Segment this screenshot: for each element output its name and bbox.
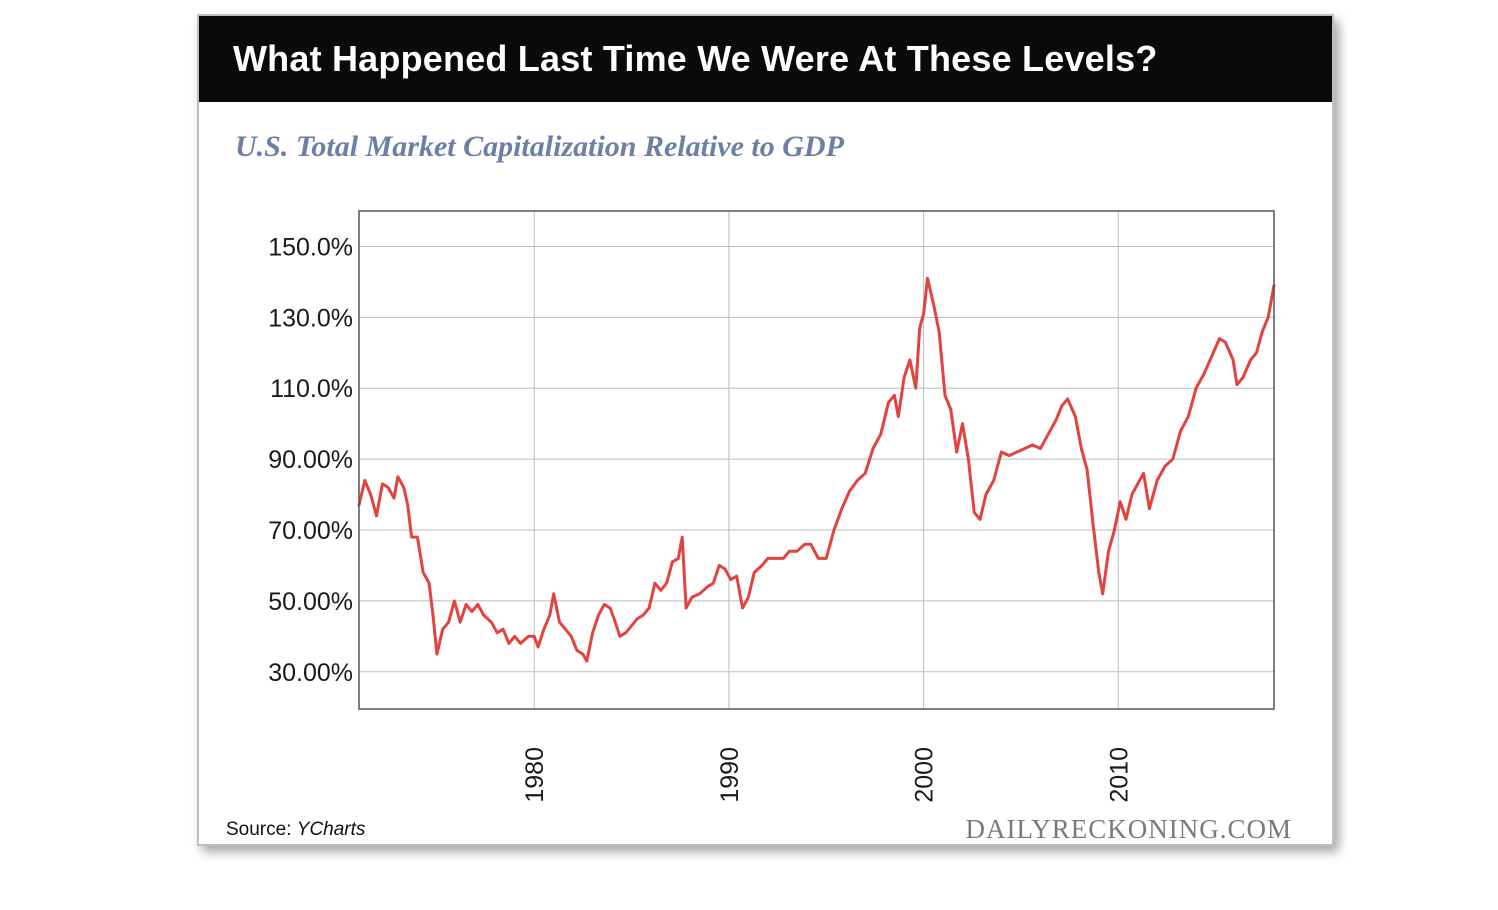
plot-frame — [358, 210, 1275, 710]
y-tick-label: 50.00% — [268, 588, 353, 616]
header-banner: What Happened Last Time We Were At These… — [199, 16, 1332, 102]
series-line-0 — [357, 276, 1276, 663]
y-tick-label: 110.0% — [270, 375, 353, 403]
chart-card: What Happened Last Time We Were At These… — [197, 14, 1334, 846]
source-note: Source: YCharts — [226, 819, 365, 841]
grid-lines — [359, 211, 1274, 709]
x-tick-label: 2000 — [911, 747, 939, 803]
x-tick-label: 2010 — [1105, 747, 1133, 803]
header-title: What Happened Last Time We Were At These… — [233, 38, 1158, 79]
y-tick-label: 150.0% — [268, 233, 353, 261]
x-tick-label: 1990 — [716, 747, 744, 803]
brand-wordmark: DAILYRECKONING.COM — [965, 814, 1292, 844]
series-layer — [357, 276, 1276, 663]
y-tick-label: 30.00% — [268, 659, 353, 687]
y-tick-label: 90.00% — [268, 446, 353, 474]
y-tick-label: 130.0% — [268, 304, 353, 332]
source-name: YCharts — [296, 819, 366, 840]
x-tick-label: 1980 — [521, 747, 549, 803]
line-chart: 150.0% 130.0% 110.0% 90.00% 70.00% 50.00% 30.0… — [268, 210, 1276, 803]
axis-ticks: 150.0% 130.0% 110.0% 90.00% 70.00% 50.00% 30.0… — [268, 233, 1133, 802]
source-label: Source: — [226, 819, 292, 840]
chart-subtitle: U.S. Total Market Capitalization Relativ… — [235, 130, 844, 163]
y-tick-label: 70.00% — [268, 517, 353, 545]
